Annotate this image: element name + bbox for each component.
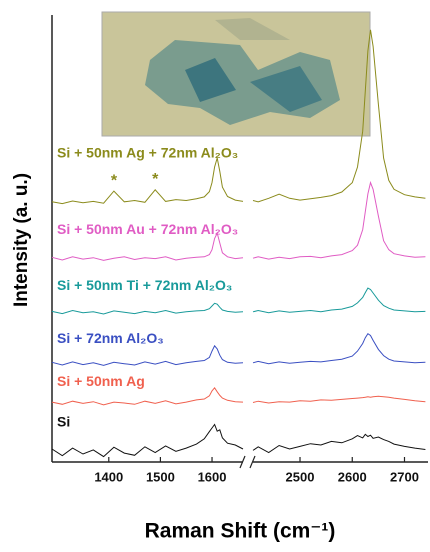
series-label: Si + 50nm Au + 72nm Al₂O₃ — [57, 221, 238, 237]
spectrum-line — [51, 231, 244, 261]
spectrum-line — [51, 302, 244, 315]
spectrum-line — [252, 29, 426, 203]
series-label: Si — [57, 414, 70, 430]
x-tick-label: 2700 — [390, 469, 419, 484]
x-tick-label: 2600 — [338, 469, 367, 484]
inset-photo — [101, 11, 371, 137]
spectrum-line — [51, 423, 244, 458]
x-axis-title: Raman Shift (cm⁻¹) — [145, 520, 336, 543]
spectrum-line — [51, 386, 244, 406]
spectrum-line — [51, 157, 244, 205]
x-tick-label: 1400 — [94, 469, 123, 484]
annotation: * — [152, 171, 159, 188]
series-label: Si + 50nm Ag + 72nm Al₂O₃ — [57, 145, 238, 161]
y-axis-title: Intensity (a. u.) — [11, 173, 32, 307]
annotation: * — [111, 172, 118, 189]
x-tick-label: 1500 — [146, 469, 175, 484]
axis-break — [239, 455, 256, 469]
series-label: Si + 50nm Ag — [57, 373, 145, 389]
spectrum-line — [252, 395, 426, 404]
spectrum-line — [252, 433, 426, 454]
spectrum-line — [252, 180, 426, 260]
x-tick-label: 1600 — [198, 469, 227, 484]
series-label: Si + 50nm Ti + 72nm Al₂O₃ — [57, 277, 232, 293]
spectrum-line — [252, 332, 426, 365]
spectrum-line — [252, 287, 426, 314]
spectrum-line — [51, 344, 244, 366]
series-label: Si + 72nm Al₂O₃ — [57, 330, 164, 346]
x-tick-label: 2500 — [286, 469, 315, 484]
